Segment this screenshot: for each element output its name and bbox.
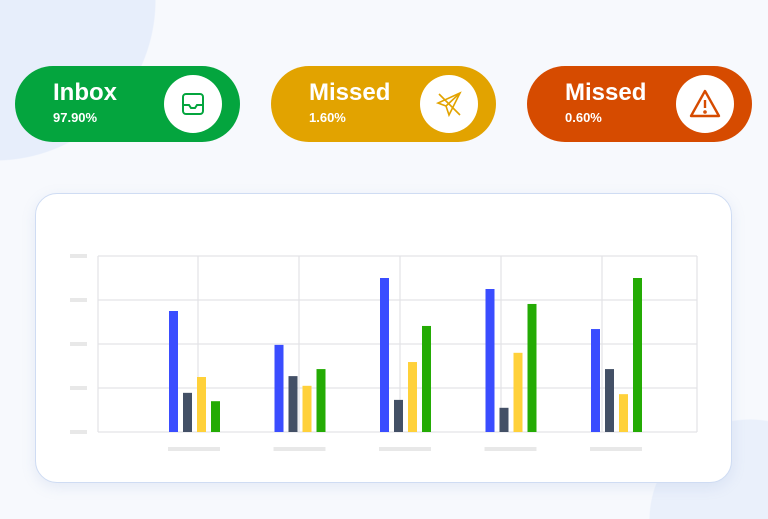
bar-series-2 xyxy=(605,369,614,432)
bar-series-1 xyxy=(380,278,389,432)
bar-series-2 xyxy=(394,399,403,432)
x-tick-label-placeholder xyxy=(484,447,537,451)
bar-series-2 xyxy=(288,376,298,432)
crossed-paper-plane-icon xyxy=(420,75,478,133)
bar-series-4 xyxy=(211,401,220,432)
bar-series-4 xyxy=(633,278,642,432)
bar-series-4 xyxy=(527,303,537,432)
stat-title: Missed xyxy=(565,79,647,106)
bar-series-2 xyxy=(499,407,509,432)
bar-series-1 xyxy=(169,311,178,432)
bar-series-1 xyxy=(591,329,600,432)
stat-value: 0.60% xyxy=(565,110,602,125)
stat-value: 97.90% xyxy=(53,110,98,125)
x-tick-label-placeholder xyxy=(379,447,431,451)
y-tick-label-placeholder xyxy=(70,430,87,434)
stat-card-missed: Missed 0.60% xyxy=(527,66,752,142)
x-tick-label-placeholder xyxy=(168,447,220,451)
x-tick-label-placeholder xyxy=(590,447,642,451)
y-tick-label-placeholder xyxy=(70,386,87,390)
warning-triangle-icon xyxy=(676,75,734,133)
bar-series-3 xyxy=(302,385,312,432)
stat-value: 1.60% xyxy=(309,110,346,125)
inbox-tray-icon xyxy=(164,75,222,133)
stat-title: Inbox xyxy=(53,79,117,106)
bar-series-3 xyxy=(513,352,523,432)
bar-series-1 xyxy=(274,344,284,432)
stat-title: Missed xyxy=(309,79,391,106)
x-tick-label-placeholder xyxy=(273,447,326,451)
bar-series-4 xyxy=(422,325,431,432)
bar-series-2 xyxy=(183,392,192,432)
y-tick-label-placeholder xyxy=(70,254,87,258)
bar-series-3 xyxy=(619,394,628,432)
stat-card-missed: Missed 1.60% xyxy=(271,66,496,142)
bar-series-3 xyxy=(408,362,417,432)
bar-series-3 xyxy=(197,377,206,432)
bar-series-4 xyxy=(316,369,326,432)
y-tick-label-placeholder xyxy=(70,298,87,302)
stat-card-inbox: Inbox 97.90% xyxy=(15,66,240,142)
y-tick-label-placeholder xyxy=(70,342,87,346)
bar-series-1 xyxy=(485,289,495,432)
